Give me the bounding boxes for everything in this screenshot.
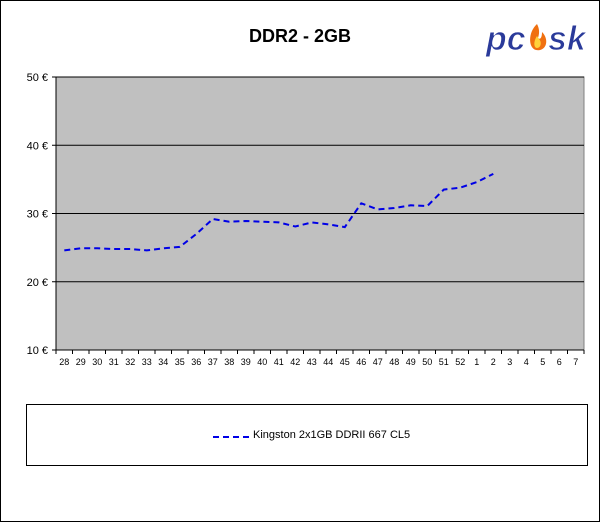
logo-letters-sk: sk: [548, 20, 586, 58]
series-layer: [64, 173, 494, 252]
x-tick-label: 7: [573, 357, 578, 367]
x-tick-label: 31: [109, 357, 119, 367]
x-tick-label: 35: [175, 357, 185, 367]
legend-swatch-series-1: [213, 436, 249, 438]
x-tick-label: 34: [158, 357, 168, 367]
series-line-1: [64, 173, 494, 252]
x-tick-label: 28: [59, 357, 69, 367]
x-tick-label: 50: [422, 357, 432, 367]
logo-letters-pc: pc: [485, 20, 526, 58]
x-tick-label: 45: [340, 357, 350, 367]
x-tick-label: 3: [507, 357, 512, 367]
x-tick-label: 36: [191, 357, 201, 367]
x-tick-label: 52: [455, 357, 465, 367]
y-tick-label: 40 €: [27, 140, 48, 152]
legend-label-series-1: Kingston 2x1GB DDRII 667 CL5: [253, 429, 411, 441]
x-tick-label: 6: [557, 357, 562, 367]
x-tick-label: 30: [92, 357, 102, 367]
x-tick-label: 1: [474, 357, 479, 367]
x-tick-label: 43: [307, 357, 317, 367]
x-tick-label: 47: [373, 357, 383, 367]
x-tick-label: 4: [524, 357, 529, 367]
y-tick-label: 30 €: [27, 209, 48, 221]
x-tick-label: 37: [208, 357, 218, 367]
x-tick-label: 49: [406, 357, 416, 367]
x-tick-label: 33: [142, 357, 152, 367]
flame-icon: [530, 24, 547, 51]
x-tick-label: 29: [76, 357, 86, 367]
y-tick-label: 20 €: [27, 277, 48, 289]
flame-core-icon: [534, 36, 541, 48]
x-tick-label: 40: [257, 357, 267, 367]
x-tick-label: 44: [323, 357, 333, 367]
grid-layer: [56, 76, 584, 283]
x-tick-label: 39: [241, 357, 251, 367]
x-tick-label: 32: [125, 357, 135, 367]
axis-layer: 10 €20 €30 €40 €50 €28 29 30 31 32 33 34 35 36 37…: [27, 72, 585, 367]
logo-glyphs: pc sk: [485, 20, 587, 59]
x-tick-label: 51: [439, 357, 449, 367]
x-tick-label: 48: [389, 357, 399, 367]
y-tick-label: 10 €: [27, 345, 48, 357]
x-tick-label: 5: [540, 357, 545, 367]
legend: Kingston 2x1GB DDRII 667 CL5: [26, 404, 588, 466]
pcsk-logo: pc sk: [485, 20, 587, 59]
x-tick-label: 46: [356, 357, 366, 367]
x-tick-label: 38: [224, 357, 234, 367]
y-tick-label: 50 €: [27, 72, 48, 84]
chart-title: DDR2 - 2GB: [248, 26, 351, 46]
x-tick-label: 41: [274, 357, 284, 367]
x-tick-label: 2: [491, 357, 496, 367]
x-tick-label: 42: [290, 357, 300, 367]
